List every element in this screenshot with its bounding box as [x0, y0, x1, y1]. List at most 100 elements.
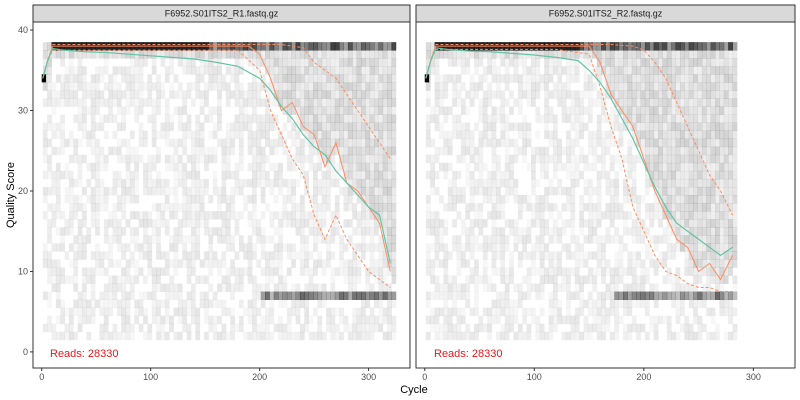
heatmap-cell	[526, 291, 532, 301]
heatmap-cell	[443, 170, 449, 180]
heatmap-cell	[291, 251, 296, 259]
heatmap-cell	[557, 267, 563, 276]
heatmap-cell	[609, 235, 615, 244]
heatmap-cell	[321, 138, 327, 148]
heatmap-cell	[173, 50, 179, 59]
heatmap-cell	[42, 82, 48, 91]
heatmap-cell	[42, 50, 48, 59]
heatmap-cell	[662, 251, 668, 260]
heatmap-cell	[522, 251, 528, 260]
heatmap-cell	[273, 243, 279, 252]
heatmap-cell	[701, 66, 707, 75]
heatmap-cell	[356, 66, 362, 75]
heatmap-cell	[108, 243, 113, 252]
heatmap-cell	[269, 178, 275, 188]
heatmap-cell	[706, 146, 712, 156]
heatmap-cell	[121, 90, 127, 99]
heatmap-cell	[360, 331, 366, 341]
heatmap-cell	[299, 203, 305, 212]
heatmap-cell	[326, 195, 331, 204]
heatmap-cell	[365, 284, 370, 292]
heatmap-cell	[265, 114, 270, 123]
heatmap-cell	[190, 170, 196, 180]
heatmap-cell	[609, 178, 615, 188]
heatmap-cell	[103, 203, 109, 212]
heatmap-cell	[356, 170, 362, 180]
heatmap-cell	[662, 259, 668, 268]
heatmap-cell	[73, 66, 78, 74]
heatmap-cell	[382, 138, 388, 148]
heatmap-cell	[382, 130, 388, 140]
heatmap-cell	[151, 154, 157, 164]
heatmap-cell	[391, 122, 397, 132]
heatmap-cell	[627, 154, 633, 164]
heatmap-cell	[256, 114, 262, 123]
heatmap-cell	[592, 98, 597, 106]
heatmap-cell	[693, 251, 698, 260]
heatmap-cell	[452, 170, 457, 180]
heatmap-cell	[343, 130, 349, 140]
heatmap-cell	[487, 243, 492, 252]
heatmap-cell	[527, 82, 532, 90]
heatmap-cell	[456, 170, 462, 180]
heatmap-cell	[426, 300, 431, 308]
heatmap-cell	[282, 98, 288, 107]
heatmap-cell	[662, 227, 668, 236]
heatmap-cell	[605, 259, 611, 268]
heatmap-cell	[95, 50, 100, 59]
heatmap-cell	[469, 130, 475, 140]
heatmap-cell	[347, 50, 353, 59]
heatmap-cell	[382, 178, 388, 188]
heatmap-cell	[173, 283, 179, 292]
heatmap-cell	[68, 315, 74, 325]
heatmap-cell	[347, 106, 353, 115]
heatmap-cell	[64, 50, 70, 59]
heatmap-cell	[517, 130, 523, 140]
heatmap-cell	[69, 195, 74, 203]
heatmap-cell	[452, 122, 457, 132]
heatmap-cell	[710, 114, 716, 123]
heatmap-cell	[265, 130, 270, 140]
heatmap-cell	[138, 74, 144, 83]
reads-label-r2: Reads: 28330	[434, 348, 503, 360]
heatmap-cell	[706, 82, 712, 91]
heatmap-cell	[492, 219, 497, 227]
heatmap-cell	[443, 90, 449, 99]
heatmap-cell	[156, 275, 161, 284]
heatmap-cell	[649, 66, 655, 75]
heatmap-cell	[134, 211, 140, 220]
heatmap-cell	[425, 138, 431, 148]
heatmap-cell	[710, 203, 716, 212]
heatmap-cell	[186, 267, 192, 276]
heatmap-cell	[278, 300, 283, 308]
heatmap-cell	[352, 203, 358, 212]
heatmap-cell	[587, 178, 593, 188]
heatmap-cell	[605, 178, 611, 188]
heatmap-cell	[243, 178, 249, 188]
heatmap-cell	[618, 235, 624, 244]
heatmap-cell	[719, 122, 725, 132]
heatmap-cell	[143, 291, 148, 301]
heatmap-cell	[513, 186, 519, 196]
heatmap-cell	[160, 283, 166, 292]
heatmap-cell	[295, 307, 301, 317]
heatmap-cell	[474, 259, 479, 268]
heatmap-cell	[531, 259, 536, 268]
heatmap-cell	[174, 155, 179, 163]
heatmap-cell	[82, 291, 87, 301]
heatmap-cell	[552, 323, 558, 333]
heatmap-cell	[317, 106, 323, 115]
heatmap-cell	[606, 267, 611, 275]
heatmap-cell	[452, 114, 457, 123]
heatmap-cell	[447, 186, 453, 196]
heatmap-cell	[495, 82, 501, 91]
heatmap-cell	[195, 307, 201, 317]
heatmap-cell	[478, 146, 484, 156]
heatmap-cell	[55, 162, 61, 172]
heatmap-cell	[134, 235, 139, 243]
heatmap-cell	[121, 315, 127, 325]
heatmap-cell	[566, 50, 571, 59]
heatmap-cell	[238, 211, 244, 220]
heatmap-cell	[374, 211, 379, 220]
heatmap-cell	[601, 162, 606, 172]
